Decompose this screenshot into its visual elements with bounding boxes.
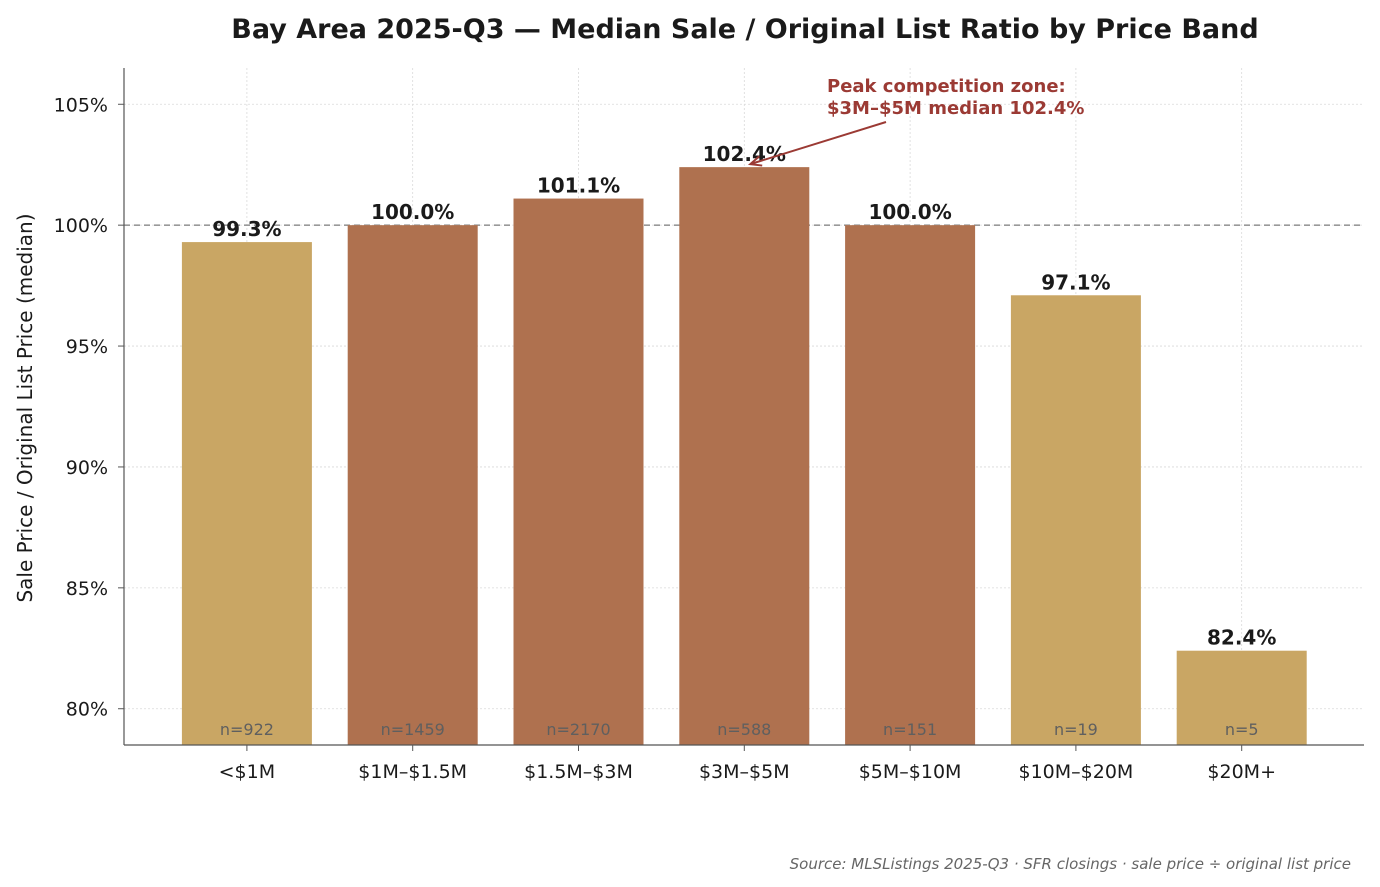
x-tick-label: $5M–$10M (859, 761, 962, 783)
y-tick-label: 95% (66, 336, 108, 358)
sample-size-label: n=19 (1054, 720, 1098, 739)
x-tick-label: $3M–$5M (699, 761, 790, 783)
labels: 99.3% n=922 100.0% n=1459 101.1% n=2170 102.4%… (212, 142, 1276, 739)
annotation-line-2: $3M–$5M median 102.4% (827, 98, 1084, 119)
y-tick-label: 80% (66, 699, 108, 721)
data-label: 97.1% (1041, 270, 1110, 294)
sample-size-label: n=588 (717, 720, 771, 739)
bar (181, 242, 312, 746)
y-tick-label: 105% (54, 94, 108, 116)
annotation: Peak competition zone: $3M–$5M median 10… (747, 76, 1084, 167)
data-label: 82.4% (1207, 626, 1276, 650)
annotation-arrow-line (750, 121, 887, 166)
x-tick-label: $20M+ (1207, 761, 1276, 783)
data-label: 99.3% (212, 217, 281, 241)
bars (181, 167, 1307, 746)
sample-size-label: n=2170 (546, 720, 610, 739)
y-tick-label: 85% (66, 578, 108, 600)
sample-size-label: n=151 (883, 720, 937, 739)
source-note: Source: MLSListings 2025-Q3 · SFR closin… (790, 855, 1351, 873)
bar (1176, 650, 1307, 745)
y-tick-label: 100% (54, 215, 108, 237)
bar (679, 167, 810, 745)
bar (347, 225, 478, 746)
y-axis-label: Sale Price / Original List Price (median… (13, 213, 37, 602)
chart-title: Bay Area 2025-Q3 — Median Sale / Origina… (231, 14, 1258, 45)
sample-size-label: n=1459 (381, 720, 445, 739)
annotation-arrow-head (747, 155, 763, 167)
sample-size-label: n=922 (220, 720, 274, 739)
axes: 80% 85% 90% 95% 100% 105% <$1M $1M–$1.5M $1.5M–$… (54, 68, 1364, 783)
x-tick-label: <$1M (219, 761, 276, 783)
x-tick-label: $1M–$1.5M (358, 761, 467, 783)
data-label: 101.1% (537, 174, 620, 198)
data-label: 100.0% (868, 200, 951, 224)
data-label: 100.0% (371, 200, 454, 224)
data-label: 102.4% (703, 142, 786, 166)
x-tick-label: $1.5M–$3M (524, 761, 633, 783)
annotation-line-1: Peak competition zone: (827, 76, 1066, 97)
x-tick-label: $10M–$20M (1018, 761, 1133, 783)
bar (1010, 295, 1141, 745)
bar (513, 198, 644, 746)
sample-size-label: n=5 (1225, 720, 1259, 739)
y-tick-label: 90% (66, 457, 108, 479)
bar (845, 225, 976, 746)
